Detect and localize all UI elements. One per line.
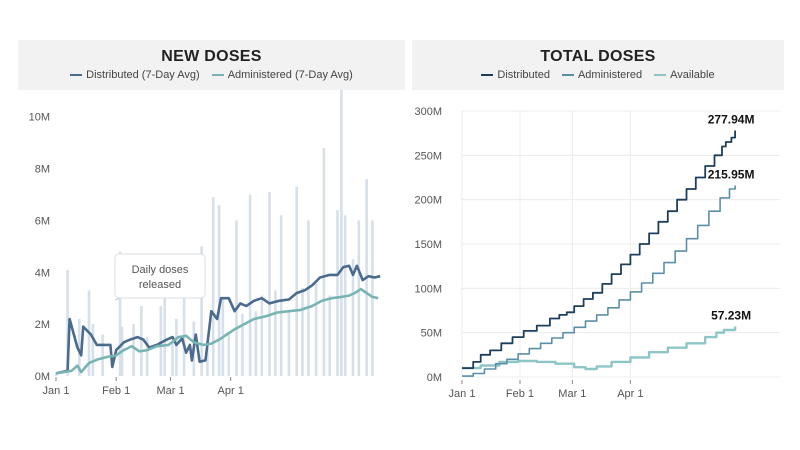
y-tick-label: 100M <box>414 283 442 295</box>
daily-dose-bar <box>322 147 326 376</box>
x-tick-label: Apr 1 <box>617 388 643 400</box>
new-doses-panel: NEW DOSES Distributed (7-Day Avg) Admini… <box>18 40 405 420</box>
daily-dose-bar <box>336 210 339 376</box>
y-tick-label: 4M <box>35 267 50 279</box>
legend-item-available[interactable]: Available <box>654 69 715 81</box>
legend-label-available: Available <box>670 69 715 81</box>
daily-dose-bar <box>268 191 271 376</box>
new-doses-legend: Distributed (7-Day Avg) Administered (7-… <box>18 69 405 81</box>
legend-label-administered-avg: Administered (7-Day Avg) <box>227 69 353 81</box>
x-tick-label: Mar 1 <box>156 385 184 397</box>
distributed-7-day-avg-line <box>55 264 381 375</box>
y-tick-label: 6M <box>35 215 50 227</box>
daily-dose-bar <box>328 295 331 376</box>
daily-dose-bar <box>260 295 264 376</box>
daily-dose-bar <box>217 204 221 376</box>
daily-dose-bar <box>248 194 252 376</box>
daily-dose-bar <box>171 342 174 376</box>
daily-dose-bar <box>54 373 58 376</box>
y-tick-label: 300M <box>414 106 442 118</box>
daily-dose-bar <box>314 282 318 376</box>
legend-swatch-distributed <box>481 74 494 76</box>
legend-swatch-available <box>654 74 667 76</box>
new-doses-header: NEW DOSES Distributed (7-Day Avg) Admini… <box>18 40 405 90</box>
y-tick-label: 0M <box>35 371 50 383</box>
legend-label-distributed-avg: Distributed (7-Day Avg) <box>86 69 200 81</box>
daily-dose-bar <box>132 324 135 376</box>
y-tick-label: 10M <box>29 112 50 124</box>
legend-item-distributed-avg[interactable]: Distributed (7-Day Avg) <box>70 69 200 81</box>
total-doses-chart: 0M 50M 100M 150M 200M 250M 300M Jan 1 Feb 1 Mar 1… <box>414 106 780 400</box>
daily-dose-bar <box>295 186 298 376</box>
legend-label-distributed: Distributed <box>497 69 550 81</box>
available-total-line <box>462 326 737 371</box>
daily-dose-bar <box>287 311 291 376</box>
x-tick-label: Feb 1 <box>506 388 534 400</box>
legend-swatch-distributed-avg <box>70 74 83 76</box>
x-tick-label: Jan 1 <box>43 385 70 397</box>
daily-dose-bar <box>307 220 310 376</box>
administered-7-day-avg-line <box>55 287 379 375</box>
x-tick-label: Apr 1 <box>218 385 244 397</box>
administered-end-label: 215.95M <box>708 167 755 181</box>
y-tick-label: 250M <box>414 150 442 162</box>
daily-dose-bar <box>163 295 166 376</box>
daily-dose-bar <box>340 90 343 376</box>
annotation-box <box>114 253 206 299</box>
total-doses-title: TOTAL DOSES <box>540 48 656 65</box>
y-tick-label: 8M <box>35 164 50 176</box>
y-tick-label: 2M <box>35 319 50 331</box>
administered-total-line <box>462 185 736 377</box>
x-tick-label: Feb 1 <box>102 385 130 397</box>
daily-dose-bar <box>118 251 122 376</box>
daily-dose-bar <box>274 290 277 376</box>
daily-dose-bar <box>140 306 143 376</box>
daily-dose-bar <box>182 287 186 376</box>
daily-dose-bar <box>200 246 203 376</box>
daily-dose-bar <box>66 269 69 376</box>
new-doses-title: NEW DOSES <box>161 48 262 65</box>
daily-dose-bar <box>78 319 81 376</box>
daily-dose-bar <box>357 220 361 376</box>
annotation-line-2: released <box>139 279 181 291</box>
y-tick-label: 0M <box>427 372 442 384</box>
legend-swatch-administered <box>561 74 574 76</box>
daily-dose-bar <box>279 215 283 376</box>
legend-item-administered[interactable]: Administered <box>561 69 643 81</box>
daily-dose-bar <box>206 339 209 376</box>
total-doses-legend: Distributed Administered Available <box>412 69 784 81</box>
daily-dose-bar <box>211 197 215 376</box>
legend-item-administered-avg[interactable]: Administered (7-Day Avg) <box>211 69 353 81</box>
legend-item-distributed[interactable]: Distributed <box>481 69 550 81</box>
distributed-end-label: 277.94M <box>708 113 755 127</box>
daily-dose-bar <box>91 324 95 376</box>
daily-dose-bar <box>241 313 244 376</box>
daily-dose-bar <box>101 334 104 376</box>
x-tick-label: Jan 1 <box>449 388 476 400</box>
daily-dose-bar <box>254 311 258 376</box>
daily-dose-bar <box>175 319 178 376</box>
daily-dose-bar <box>301 287 304 376</box>
daily-dose-bar <box>145 337 149 376</box>
y-tick-label: 150M <box>414 239 442 251</box>
total-doses-panel: TOTAL DOSES Distributed Administered Ava… <box>412 40 784 420</box>
legend-swatch-administered-avg <box>211 74 224 76</box>
total-doses-header: TOTAL DOSES Distributed Administered Ava… <box>412 40 784 90</box>
new-doses-chart: 0M 2M 4M 6M 8M 10M Jan 1 Feb 1 Mar 1 Apr 1 Daily … <box>29 90 381 397</box>
available-end-label: 57.23M <box>711 308 751 322</box>
y-tick-label: 200M <box>414 195 442 207</box>
y-tick-label: 50M <box>421 328 442 340</box>
legend-label-administered: Administered <box>577 69 643 81</box>
daily-dose-bar <box>159 306 163 376</box>
x-tick-label: Mar 1 <box>558 388 586 400</box>
distributed-total-line <box>462 130 736 369</box>
daily-dose-bar <box>227 334 231 376</box>
daily-dose-bar <box>351 259 355 376</box>
daily-dose-bar <box>235 220 238 376</box>
annotation-line-1: Daily doses <box>132 264 189 276</box>
